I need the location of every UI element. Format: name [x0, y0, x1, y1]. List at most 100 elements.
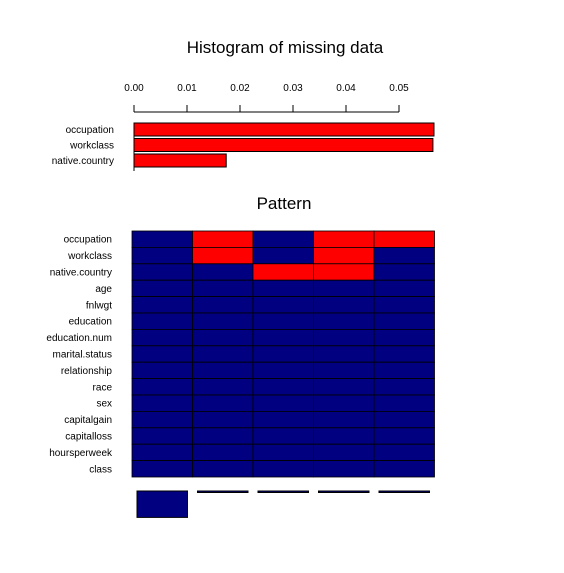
pattern-cell [373, 230, 435, 248]
pattern-cell [373, 443, 435, 462]
pattern-cell [192, 443, 254, 462]
histogram-title: Histogram of missing data [187, 38, 384, 57]
pattern-frequency-bar [257, 490, 309, 493]
pattern-row-label: hoursperweek [49, 448, 113, 459]
pattern-cell [131, 279, 193, 298]
pattern-cell [192, 263, 254, 281]
pattern-row-label: marital.status [53, 350, 112, 361]
pattern-cell [252, 246, 314, 265]
pattern-cell [192, 410, 254, 429]
pattern-cell [131, 328, 193, 347]
pattern-cell [252, 345, 314, 363]
pattern-cell [313, 427, 375, 445]
pattern-cell [373, 328, 435, 347]
pattern-cell [252, 394, 314, 412]
pattern-row-label: race [93, 382, 113, 393]
pattern-cell [192, 378, 254, 396]
pattern-cell [252, 378, 314, 396]
pattern-cell [192, 246, 254, 265]
pattern-cell [131, 378, 193, 396]
pattern-cell [252, 328, 314, 347]
pattern-cell [373, 279, 435, 298]
pattern-cell [252, 361, 314, 380]
pattern-cell [313, 443, 375, 462]
histogram-bar-native-country [133, 153, 227, 168]
pattern-row-label: fnlwgt [86, 300, 112, 311]
pattern-cell [192, 328, 254, 347]
pattern-cell [192, 296, 254, 314]
pattern-cell [131, 427, 193, 445]
pattern-cell [192, 312, 254, 330]
pattern-cell [313, 312, 375, 330]
pattern-cell [252, 279, 314, 298]
pattern-cell [192, 361, 254, 380]
pattern-frequency-bar [318, 490, 370, 493]
pattern-cell [131, 296, 193, 314]
pattern-cell [131, 246, 193, 265]
histogram-category-label: occupation [66, 125, 114, 136]
pattern-row-label: capitalloss [65, 432, 112, 443]
pattern-cell [192, 345, 254, 363]
pattern-cell [131, 263, 193, 281]
pattern-cell [252, 427, 314, 445]
pattern-cell [252, 230, 314, 248]
pattern-cell [313, 263, 375, 281]
x-tick-label: 0.04 [336, 83, 356, 94]
x-tick-label: 0.03 [283, 83, 303, 94]
pattern-row-label: sex [96, 399, 112, 410]
histogram-bar-workclass [133, 138, 434, 152]
pattern-cell [373, 460, 435, 478]
pattern-cell [131, 312, 193, 330]
pattern-frequency-bar [378, 490, 430, 493]
pattern-cell [373, 296, 435, 314]
pattern-title: Pattern [257, 194, 312, 213]
pattern-cell [313, 296, 375, 314]
x-tick-label: 0.02 [230, 83, 250, 94]
pattern-cell [313, 460, 375, 478]
pattern-cell [192, 427, 254, 445]
pattern-row-label: age [95, 284, 112, 295]
pattern-cell [252, 296, 314, 314]
pattern-cell [192, 460, 254, 478]
pattern-cell [313, 378, 375, 396]
pattern-cell [313, 361, 375, 380]
pattern-row-label: class [89, 464, 112, 475]
pattern-cell [252, 410, 314, 429]
histogram-chart: 0.00 0.01 0.02 0.03 0.04 0.05 occupation workcl… [52, 83, 435, 171]
pattern-cell [313, 246, 375, 265]
pattern-cell [373, 427, 435, 445]
pattern-cell [373, 361, 435, 380]
pattern-row-label: relationship [61, 366, 113, 377]
pattern-cell [373, 312, 435, 330]
pattern-cell [313, 230, 375, 248]
pattern-cell [131, 394, 193, 412]
pattern-row-label: occupation [64, 235, 112, 246]
histogram-category-label: native.country [52, 156, 114, 167]
pattern-cell [373, 246, 435, 265]
histogram-bar-occupation [133, 122, 435, 137]
pattern-cell [252, 460, 314, 478]
pattern-cell [313, 328, 375, 347]
pattern-chart: occupation workclass native.country age fnlw… [46, 230, 435, 518]
x-tick-label: 0.01 [177, 83, 197, 94]
pattern-cell [131, 410, 193, 429]
pattern-frequency-bar [136, 490, 188, 518]
pattern-cell [373, 263, 435, 281]
pattern-cell [131, 345, 193, 363]
pattern-cell [252, 443, 314, 462]
pattern-cell [313, 394, 375, 412]
pattern-cell [373, 394, 435, 412]
x-tick-label: 0.05 [389, 83, 409, 94]
pattern-cell [313, 410, 375, 429]
pattern-cell [313, 279, 375, 298]
pattern-cell [373, 378, 435, 396]
pattern-cell [131, 460, 193, 478]
pattern-cell [131, 230, 193, 248]
pattern-row-label: workclass [67, 251, 112, 262]
pattern-cell [373, 345, 435, 363]
pattern-row-label: education [69, 317, 112, 328]
pattern-row-label: capitalgain [64, 415, 112, 426]
pattern-row-label: native.country [50, 268, 112, 279]
pattern-cell [192, 230, 254, 248]
